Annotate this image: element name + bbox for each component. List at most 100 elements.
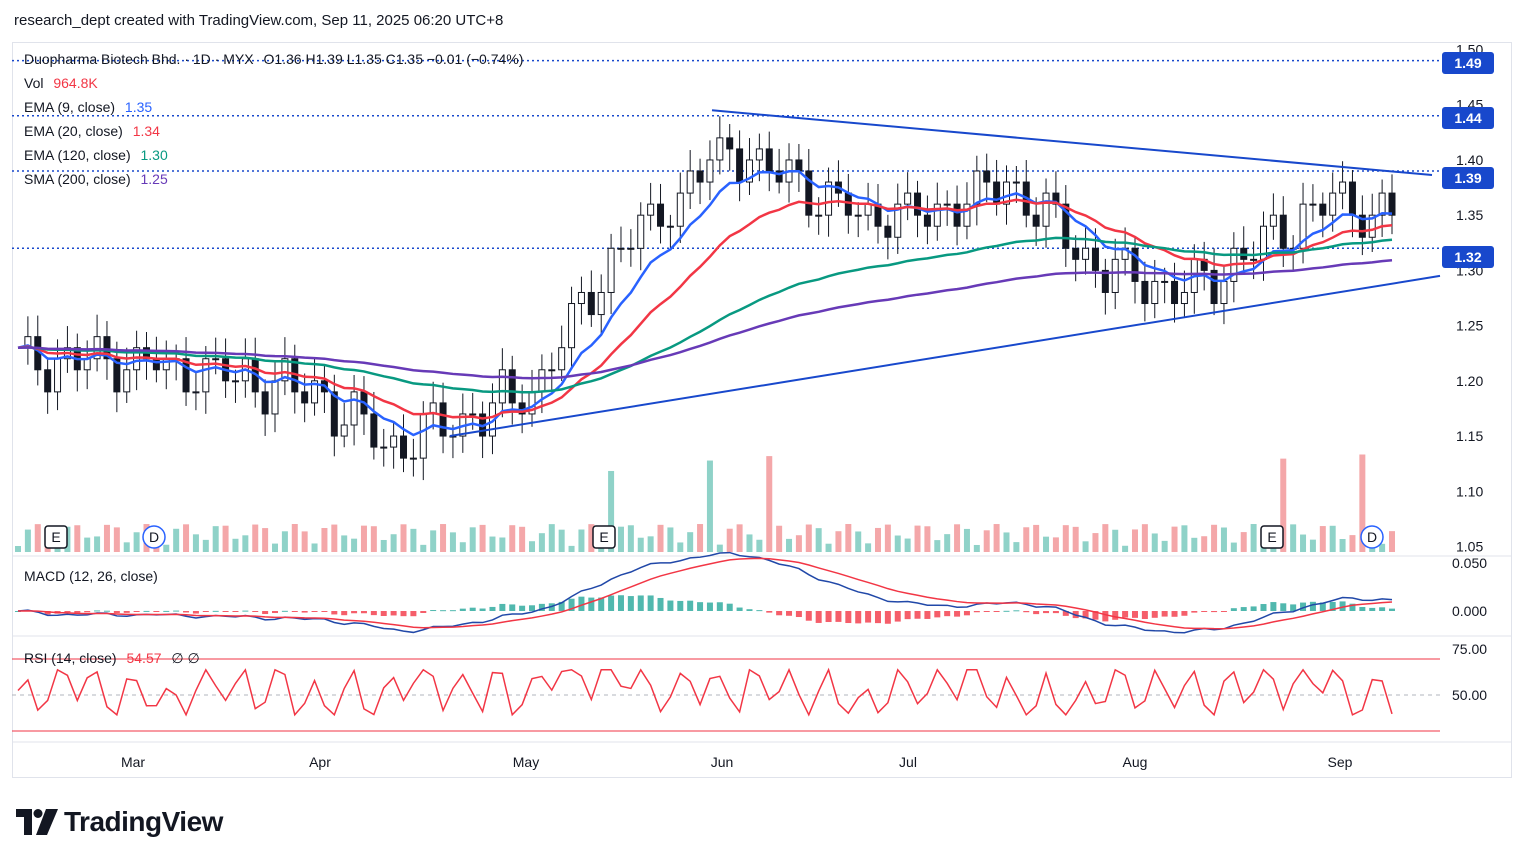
candle-body	[1032, 214, 1040, 227]
candle-body	[1250, 258, 1258, 261]
macd-histogram-bar	[1191, 611, 1198, 613]
candle-body	[1141, 280, 1149, 305]
candle-body	[83, 358, 91, 371]
legend-ohlc: O1.36 H1.39 L1.35 C1.35 −0.01 (−0.74%)	[263, 51, 524, 67]
volume-bar	[74, 525, 81, 552]
volume-bar	[993, 524, 1000, 552]
volume-bar	[321, 528, 328, 552]
volume-bar	[1349, 535, 1356, 552]
candle-body	[884, 225, 892, 238]
macd-histogram-bar	[400, 611, 407, 617]
legend-rsi-extra: ∅ ∅	[171, 650, 200, 666]
volume-bar	[1151, 533, 1158, 552]
macd-histogram-bar	[894, 611, 901, 622]
macd-histogram-bar	[430, 610, 437, 612]
macd-histogram-bar	[1013, 610, 1020, 612]
price-axis-tick: 1.40	[1456, 152, 1483, 168]
volume-bar	[1072, 526, 1079, 552]
volume-bar	[608, 470, 615, 552]
volume-bar	[222, 525, 229, 552]
macd-histogram-bar	[301, 611, 308, 613]
macd-histogram-bar	[637, 595, 644, 611]
macd-histogram-bar	[489, 606, 496, 611]
chart-frame[interactable]	[12, 42, 1512, 778]
candle-body	[657, 203, 665, 227]
macd-histogram-bar	[1141, 611, 1148, 620]
candle-body	[686, 170, 694, 194]
macd-histogram-bar	[746, 609, 753, 611]
dividend-marker	[1360, 525, 1384, 549]
candle-body	[498, 369, 506, 404]
macd-histogram-bar	[924, 611, 931, 619]
volume-bar	[1309, 539, 1316, 552]
candle-body	[1131, 247, 1139, 282]
candle-body	[943, 203, 951, 206]
volume-bar	[627, 525, 634, 552]
dividend-marker-label: D	[1367, 529, 1377, 545]
macd-histogram-bar	[123, 611, 130, 613]
candle-body	[1309, 203, 1317, 206]
macd-histogram-bar	[993, 611, 1000, 612]
macd-histogram-bar	[1379, 607, 1386, 611]
macd-histogram-bar	[1023, 611, 1030, 613]
candle-body	[1091, 247, 1099, 271]
candle-body	[568, 303, 576, 349]
macd-histogram-bar	[697, 602, 704, 611]
volume-bar	[103, 524, 110, 552]
volume-bar	[973, 544, 980, 552]
macd-histogram-bar	[163, 610, 170, 612]
macd-histogram-bar	[1300, 602, 1307, 611]
macd-histogram-bar	[1270, 602, 1277, 611]
macd-histogram-bar	[509, 604, 516, 611]
earnings-marker-label: E	[599, 529, 608, 545]
volume-bar	[133, 532, 140, 552]
price-axis-tick: 1.10	[1456, 483, 1483, 499]
volume-bar	[1329, 525, 1336, 552]
candle-body	[1358, 214, 1366, 238]
earnings-marker	[592, 525, 616, 549]
macd-histogram-bar	[627, 596, 634, 611]
candle-body	[617, 247, 625, 250]
legend-rsi: RSI (14, close) 54.57 ∅ ∅	[24, 650, 206, 667]
candle-body	[923, 214, 931, 227]
macd-histogram-bar	[1211, 611, 1218, 613]
macd-histogram-bar	[865, 611, 872, 623]
macd-histogram-bar	[1112, 611, 1119, 620]
legend-ema9-label: EMA (9, close)	[24, 99, 116, 115]
candle-body	[1378, 192, 1386, 216]
candle-body	[340, 424, 348, 437]
volume-bar	[904, 538, 911, 552]
earnings-marker-label: E	[1267, 529, 1276, 545]
volume-bar	[637, 537, 644, 552]
volume-bar	[459, 542, 466, 552]
volume-bar	[963, 528, 970, 552]
macd-histogram-bar	[795, 611, 802, 618]
volume-bar	[786, 538, 793, 552]
volume-bar	[845, 524, 852, 552]
macd-histogram-bar	[667, 600, 674, 611]
candle-body	[1388, 192, 1396, 216]
macd-histogram-bar	[479, 608, 486, 611]
candle-body	[380, 446, 388, 449]
volume-bar	[449, 532, 456, 552]
rsi-axis-tick: 75.00	[1452, 641, 1487, 657]
macd-histogram-bar	[578, 596, 585, 611]
volume-bar	[706, 460, 713, 552]
volume-bar	[1102, 524, 1109, 552]
volume-bar	[291, 524, 298, 552]
candle-body	[301, 391, 309, 404]
candle-body	[548, 369, 556, 372]
macd-histogram-bar	[331, 611, 338, 615]
candle-body	[1072, 247, 1080, 260]
candle-body	[904, 192, 912, 205]
candle-body	[726, 137, 734, 150]
macd-histogram-bar	[242, 610, 249, 612]
candle-body	[1171, 280, 1179, 305]
volume-bar	[934, 540, 941, 552]
volume-bar	[558, 529, 565, 552]
legend-ema120-value: 1.30	[140, 147, 168, 163]
tradingview-logo[interactable]: TradingView	[16, 806, 223, 838]
candle-body	[261, 391, 269, 415]
macd-histogram-bar	[706, 602, 713, 611]
